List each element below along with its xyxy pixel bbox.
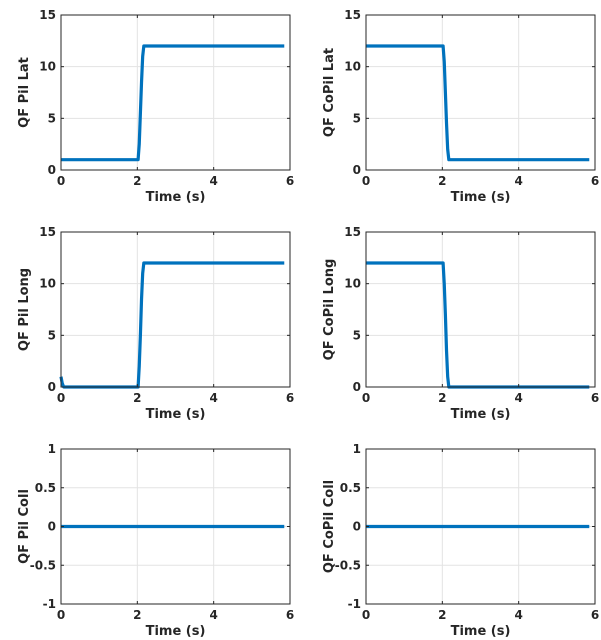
x-tick-label: 4 [514, 174, 522, 188]
x-axis-label: Time (s) [146, 190, 206, 205]
y-tick-label: 0 [353, 163, 361, 177]
y-tick-label: 5 [48, 111, 56, 125]
axes-frame [365, 231, 596, 388]
y-tick-label: 0 [48, 520, 56, 534]
series-line-1 [366, 44, 590, 162]
y-axis-label: QF Pil Coll [17, 489, 32, 564]
plot-area [60, 231, 291, 388]
x-tick-label: 2 [133, 608, 141, 622]
y-axis-label: QF CoPil Lat [322, 48, 337, 137]
y-tick-label: 5 [353, 328, 361, 342]
chart-panel-5: 0 2 4 6 -1 -0.5 0 0.5 1 Time (s) QF Pil Coll [17, 442, 294, 639]
x-axis-label: Time (s) [451, 407, 511, 422]
series-line-1 [61, 44, 285, 162]
y-tick-label: 0 [48, 380, 56, 394]
x-tick-label: 2 [438, 174, 446, 188]
x-tick-label: 4 [209, 608, 217, 622]
x-tick-label: 0 [362, 608, 370, 622]
x-axis-label: Time (s) [146, 624, 206, 639]
chart-panel-2: 0 2 4 6 0 5 10 15 Time (s) QF CoPil Lat [322, 8, 599, 205]
y-tick-label: 0 [48, 163, 56, 177]
x-tick-label: 4 [209, 391, 217, 405]
x-tick-label: 2 [438, 608, 446, 622]
y-tick-label: 1 [48, 442, 56, 456]
x-tick-label: 6 [286, 391, 294, 405]
y-axis-label: QF CoPil Long [322, 259, 337, 361]
x-axis-label: Time (s) [451, 624, 511, 639]
x-axis-label: Time (s) [146, 407, 206, 422]
y-tick-label: 5 [48, 328, 56, 342]
x-tick-label: 4 [514, 608, 522, 622]
y-tick-label: -0.5 [30, 558, 56, 572]
y-tick-label: 1 [353, 442, 361, 456]
y-tick-label: 10 [344, 60, 361, 74]
x-tick-label: 6 [286, 174, 294, 188]
y-tick-label: 0 [353, 380, 361, 394]
x-tick-label: 0 [57, 391, 65, 405]
y-tick-label: 10 [39, 60, 56, 74]
y-axis-label: QF CoPil Coll [322, 480, 337, 573]
series-line-1 [59, 261, 285, 389]
axes-frame [365, 14, 596, 171]
x-tick-label: 2 [438, 391, 446, 405]
y-tick-label: 0 [353, 520, 361, 534]
x-tick-label: 0 [362, 391, 370, 405]
chart-panel-4: 0 2 4 6 0 5 10 15 Time (s) QF CoPil Long [322, 225, 599, 422]
y-axis-label: QF Pil Lat [17, 57, 32, 128]
axes-frame [60, 14, 291, 171]
y-tick-label: -1 [43, 597, 56, 611]
x-tick-label: 0 [362, 174, 370, 188]
y-tick-label: -1 [348, 597, 361, 611]
y-tick-label: 10 [344, 277, 361, 291]
y-tick-label: 15 [39, 225, 56, 239]
chart-panel-6: 0 2 4 6 -1 -0.5 0 0.5 1 Time (s) QF CoPil Coll [322, 442, 599, 639]
y-tick-label: 15 [39, 8, 56, 22]
x-tick-label: 4 [514, 391, 522, 405]
y-axis-label: QF Pil Long [17, 268, 32, 351]
x-tick-label: 6 [591, 608, 599, 622]
y-tick-label: 15 [344, 225, 361, 239]
x-tick-label: 4 [209, 174, 217, 188]
x-tick-label: 0 [57, 608, 65, 622]
y-tick-label: 10 [39, 277, 56, 291]
plot-area [60, 14, 291, 171]
chart-panel-1: 0 2 4 6 0 5 10 15 Time (s) QF Pil Lat [17, 8, 294, 205]
y-tick-label: 5 [353, 111, 361, 125]
axes-frame [60, 231, 291, 388]
y-tick-label: -0.5 [335, 558, 361, 572]
x-axis-label: Time (s) [451, 190, 511, 205]
plot-area [365, 231, 596, 388]
x-tick-label: 6 [286, 608, 294, 622]
x-tick-label: 2 [133, 391, 141, 405]
x-tick-label: 0 [57, 174, 65, 188]
chart-panel-3: 0 2 4 6 0 5 10 15 Time (s) QF Pil Long [17, 225, 294, 422]
x-tick-label: 2 [133, 174, 141, 188]
series-line-1 [366, 261, 590, 389]
x-tick-label: 6 [591, 174, 599, 188]
x-tick-label: 6 [591, 391, 599, 405]
y-tick-label: 0.5 [35, 481, 56, 495]
y-tick-label: 0.5 [340, 481, 361, 495]
y-tick-label: 15 [344, 8, 361, 22]
plot-area [365, 14, 596, 171]
